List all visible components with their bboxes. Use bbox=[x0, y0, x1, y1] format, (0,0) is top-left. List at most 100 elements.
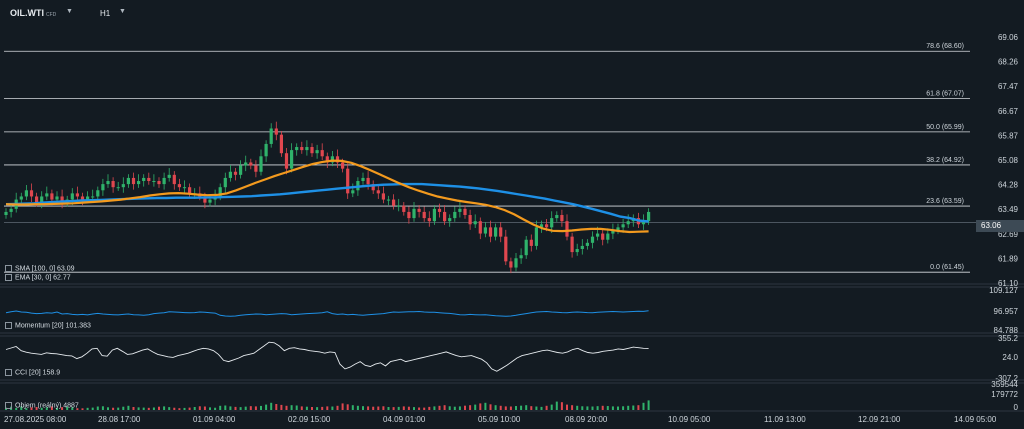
candle-body bbox=[504, 236, 508, 262]
volume-bar bbox=[448, 406, 451, 410]
candle-body bbox=[244, 162, 248, 166]
candle-body bbox=[463, 208, 467, 216]
candle-body bbox=[325, 156, 329, 163]
candle-body bbox=[621, 224, 625, 228]
volume-bar bbox=[515, 406, 517, 410]
price-tick-label: 69.06 bbox=[998, 33, 1019, 42]
volume-bar bbox=[127, 405, 130, 410]
volume-bar bbox=[428, 406, 431, 410]
timeframe-dropdown-icon[interactable]: ▼ bbox=[119, 8, 126, 15]
settings-icon[interactable] bbox=[5, 402, 12, 409]
candle-body bbox=[458, 208, 462, 212]
volume-bar bbox=[637, 405, 640, 410]
candle-body bbox=[177, 184, 181, 188]
volume-bar bbox=[622, 406, 625, 410]
candle-body bbox=[264, 143, 268, 157]
volume-bar bbox=[193, 407, 196, 410]
volume-bar bbox=[234, 406, 237, 410]
candle-body bbox=[4, 211, 8, 216]
price-tick-label: 64.28 bbox=[998, 181, 1019, 190]
candle-body bbox=[417, 208, 421, 212]
volume-bar bbox=[331, 406, 334, 410]
symbol-label[interactable]: OIL.WTI CFD bbox=[10, 8, 57, 18]
candle-body bbox=[529, 239, 533, 246]
candle-body bbox=[341, 162, 345, 169]
volume-bar bbox=[270, 402, 273, 410]
settings-icon[interactable] bbox=[5, 322, 12, 329]
timeframe-label[interactable]: H1 bbox=[100, 9, 111, 18]
candle-body bbox=[565, 221, 569, 237]
candle-body bbox=[596, 233, 600, 237]
candle-body bbox=[290, 150, 294, 169]
volume-bar bbox=[576, 405, 579, 410]
volume-bar bbox=[433, 406, 436, 410]
symbol-dropdown-icon[interactable]: ▼ bbox=[66, 8, 73, 15]
candle-body bbox=[24, 190, 28, 197]
volume-bar bbox=[295, 405, 298, 410]
volume-bar bbox=[163, 406, 166, 410]
volume-bar bbox=[40, 407, 43, 410]
candle-body bbox=[172, 174, 176, 185]
volume-bar bbox=[15, 407, 18, 410]
price-tick-label: 67.47 bbox=[998, 82, 1019, 91]
volume-bar bbox=[91, 407, 94, 410]
candle-body bbox=[478, 221, 482, 234]
candle-body bbox=[647, 211, 651, 222]
volume-bar bbox=[122, 406, 125, 410]
cci-legend[interactable]: CCI [20] 158.9 bbox=[5, 369, 60, 376]
volume-bar bbox=[209, 407, 211, 410]
volume-bar bbox=[147, 407, 150, 410]
candle-body bbox=[269, 128, 273, 144]
candle-body bbox=[534, 227, 538, 246]
volume-bar bbox=[611, 406, 614, 410]
candle-body bbox=[422, 211, 426, 219]
x-tick-label: 28.08 17:00 bbox=[98, 415, 141, 424]
volume-bar bbox=[71, 407, 74, 410]
volume-bar bbox=[56, 407, 58, 410]
settings-icon[interactable] bbox=[5, 265, 12, 272]
candle-body bbox=[188, 187, 192, 194]
candle-body bbox=[310, 147, 314, 154]
candle-body bbox=[585, 242, 589, 246]
momentum-legend[interactable]: Momentum [20] 101.383 bbox=[5, 322, 91, 329]
sma-legend[interactable]: SMA [100, 0] 63.09 bbox=[5, 265, 75, 272]
candle-body bbox=[45, 193, 49, 197]
volume-bar bbox=[81, 408, 84, 410]
volume-bar bbox=[260, 405, 262, 410]
settings-icon[interactable] bbox=[5, 369, 12, 376]
candle-body bbox=[361, 177, 365, 182]
cci-tick-label: 355.2 bbox=[998, 334, 1019, 343]
volume-bar bbox=[249, 406, 252, 410]
settings-icon[interactable] bbox=[5, 274, 12, 281]
candle-body bbox=[300, 147, 304, 151]
candle-body bbox=[366, 177, 370, 185]
candle-body bbox=[29, 190, 34, 197]
ema-legend[interactable]: EMA [30, 0] 62.77 bbox=[5, 274, 71, 281]
candle-body bbox=[590, 236, 595, 243]
cci-tick-label: 24.0 bbox=[1002, 353, 1018, 362]
candle-body bbox=[147, 177, 151, 182]
price-tick-label: 61.10 bbox=[998, 279, 1019, 288]
volume-bar bbox=[591, 406, 594, 410]
candle-body bbox=[453, 211, 457, 219]
volume-legend[interactable]: Objem (reálný) 4887 bbox=[5, 402, 79, 409]
candle-body bbox=[427, 218, 431, 222]
candle-body bbox=[182, 187, 187, 189]
volume-bar bbox=[326, 406, 329, 410]
volume-bar bbox=[397, 406, 400, 410]
candle-body bbox=[233, 171, 238, 175]
candle-body bbox=[550, 218, 554, 228]
ema-line bbox=[5, 159, 649, 234]
candle-body bbox=[259, 156, 263, 172]
fib-label: 0.0 (61.45) bbox=[930, 264, 964, 271]
volume-bar bbox=[571, 405, 574, 410]
momentum-tick-label: 109.127 bbox=[989, 286, 1018, 295]
candle-body bbox=[274, 128, 278, 135]
volume-bar bbox=[453, 406, 456, 410]
candle-body bbox=[641, 221, 646, 225]
candle-body bbox=[75, 193, 79, 197]
volume-bar bbox=[76, 408, 79, 410]
candle-body bbox=[473, 221, 477, 225]
